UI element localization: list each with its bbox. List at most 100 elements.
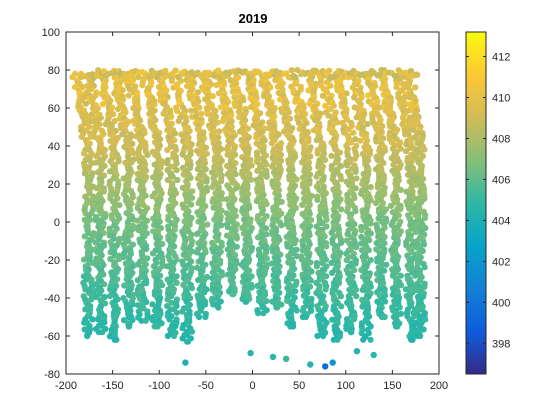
data-point: [299, 201, 306, 208]
data-point: [376, 71, 383, 78]
data-point: [357, 137, 364, 144]
data-point: [81, 233, 88, 240]
data-point: [370, 351, 377, 359]
data-point: [323, 243, 330, 250]
data-point: [99, 101, 106, 108]
data-point: [302, 313, 309, 321]
data-point: [210, 301, 217, 308]
data-point: [194, 249, 201, 256]
data-point: [343, 116, 350, 123]
data-point: [338, 206, 345, 213]
data-point: [247, 349, 254, 357]
data-point: [134, 217, 141, 224]
data-point: [359, 303, 366, 310]
data-point: [82, 306, 89, 313]
data-point: [224, 224, 231, 231]
data-point: [179, 325, 186, 332]
data-point: [292, 74, 299, 81]
data-point: [314, 196, 321, 203]
data-point: [168, 299, 175, 306]
data-point: [184, 338, 191, 345]
data-point: [347, 139, 355, 146]
data-point: [352, 208, 359, 215]
data-point: [263, 255, 270, 262]
data-point: [126, 86, 133, 93]
data-point: [323, 216, 330, 223]
data-point: [397, 205, 404, 213]
data-point: [397, 310, 405, 317]
data-point: [272, 77, 279, 84]
data-point: [254, 282, 261, 289]
data-point: [310, 127, 318, 134]
data-point: [121, 282, 128, 289]
y-tick-label: 20: [48, 179, 60, 191]
data-point: [319, 92, 326, 99]
data-point: [202, 313, 209, 321]
data-point: [130, 150, 137, 157]
data-point: [387, 202, 395, 209]
data-point: [84, 332, 91, 340]
data-point: [213, 81, 220, 89]
y-tick-label: 0: [54, 217, 60, 229]
data-point: [215, 67, 222, 74]
data-point: [268, 140, 275, 147]
data-point: [334, 119, 341, 126]
data-point: [358, 227, 365, 234]
data-point: [294, 67, 301, 74]
colorbar-tick-label: 410: [492, 93, 510, 105]
data-point: [322, 363, 329, 370]
data-point: [135, 74, 142, 81]
data-point: [188, 201, 195, 208]
data-point: [171, 130, 178, 137]
data-point: [254, 188, 261, 196]
data-point: [106, 333, 114, 340]
data-point: [93, 72, 101, 79]
data-point: [352, 185, 359, 192]
data-point: [203, 178, 210, 185]
x-axis: -200 -150 -100 -50 0 50 100 150 200: [55, 32, 448, 392]
data-point: [290, 323, 297, 330]
data-point: [352, 168, 359, 175]
colorbar-ticks: 398 400 402 404 406 408 410 412: [466, 52, 510, 350]
data-point: [292, 98, 299, 105]
data-point: [353, 114, 360, 121]
data-point: [381, 313, 388, 321]
y-tick-label: 60: [48, 103, 60, 115]
data-point: [195, 277, 202, 284]
data-point: [168, 113, 175, 120]
data-point: [338, 303, 345, 310]
data-point: [210, 248, 217, 255]
data-point: [217, 104, 224, 111]
data-point: [367, 184, 374, 191]
data-point: [134, 261, 141, 268]
data-point: [196, 313, 203, 321]
data-point: [383, 261, 390, 268]
data-point: [218, 222, 225, 229]
data-point: [294, 107, 301, 114]
data-point: [288, 67, 295, 74]
data-point: [115, 106, 122, 113]
data-point: [265, 125, 272, 132]
data-point: [345, 126, 352, 133]
data-point: [353, 348, 361, 355]
data-point: [240, 173, 247, 180]
data-point: [204, 221, 211, 228]
y-tick-label: -60: [44, 331, 60, 343]
data-point: [244, 125, 252, 132]
data-point: [143, 280, 150, 287]
data-point: [198, 110, 205, 117]
data-point: [110, 111, 117, 118]
data-point: [273, 304, 280, 311]
data-point: [107, 292, 114, 300]
data-point: [150, 69, 157, 76]
data-point: [254, 167, 261, 174]
data-point: [215, 304, 222, 311]
data-point: [322, 157, 329, 164]
data-point: [421, 264, 428, 271]
data-point: [209, 184, 216, 191]
y-tick-label: -80: [44, 369, 60, 381]
data-point: [173, 309, 180, 316]
data-point: [282, 355, 290, 362]
data-point: [373, 200, 380, 207]
